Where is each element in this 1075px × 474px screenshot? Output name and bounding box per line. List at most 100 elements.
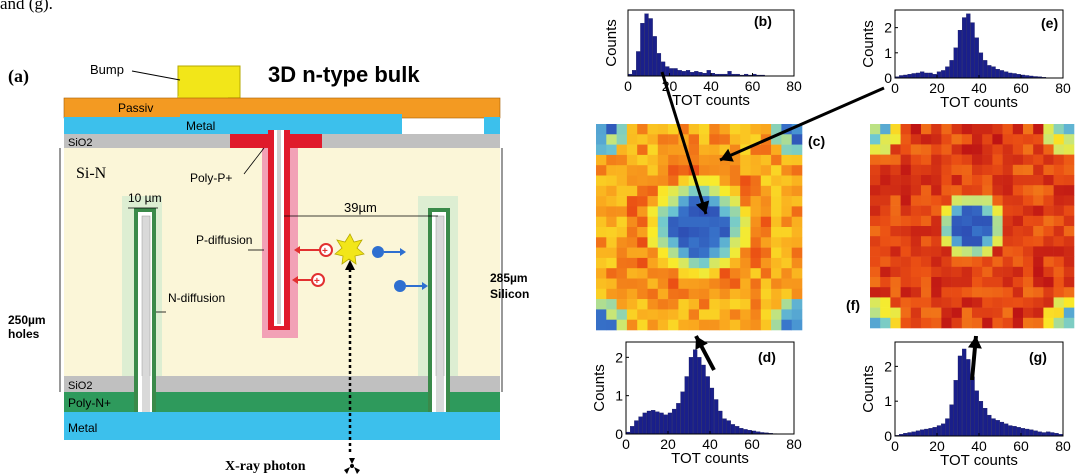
heatmap-cell-c <box>657 144 669 156</box>
heatmap-cell-f <box>982 297 993 308</box>
heatmap-cell-c <box>647 185 659 197</box>
heatmap-cell-c <box>606 299 617 310</box>
heatmap-cell-c <box>750 196 762 207</box>
heatmap-cell-c <box>729 227 741 238</box>
heatmap-cell-f <box>890 134 901 145</box>
heatmap-cell-f <box>900 277 912 288</box>
heatmap-cell-c <box>606 227 617 238</box>
heatmap-cell-c <box>709 247 720 259</box>
heatmap-cell-f <box>890 317 901 329</box>
heatmap-cell-f <box>880 205 891 217</box>
heatmap-cell-c <box>791 154 803 166</box>
heatmap-cell-f <box>1023 246 1034 257</box>
heatmap-cell-c <box>699 134 710 145</box>
heatmap-cell-f <box>900 144 912 155</box>
heatmap-cell-f <box>900 164 912 176</box>
heatmap-cell-c <box>750 124 762 135</box>
heatmap-cell-c <box>688 154 700 166</box>
heatmap-cell-c <box>740 206 751 217</box>
heatmap-cell-c <box>606 196 617 207</box>
bar-d-7 <box>655 411 660 435</box>
heatmap-cell-c <box>760 124 772 135</box>
heatmap-cell-f <box>992 307 1003 319</box>
heatmap-cell-c <box>637 124 648 135</box>
heatmap-cell-c <box>626 154 638 166</box>
heatmap-cell-f <box>921 256 932 268</box>
heatmap-cell-c <box>606 165 617 176</box>
heatmap-cell-f <box>880 297 891 308</box>
bar-g-23 <box>991 418 996 437</box>
heatmap-cell-f <box>870 154 881 166</box>
ylabel-d: Counts <box>591 364 608 412</box>
heatmap-cell-f <box>1023 164 1034 176</box>
metal-top-center <box>180 114 402 134</box>
heatmap-cell-c <box>791 124 803 135</box>
heatmap-cell-f <box>1053 317 1065 329</box>
heatmap-cell-f <box>992 195 1003 206</box>
heatmap-cell-f <box>1023 134 1034 145</box>
heatmap-cell-c <box>688 196 700 207</box>
heatmap-cell-f <box>1002 226 1014 237</box>
heatmap-cell-f <box>1023 144 1034 155</box>
heatmap-cell-c <box>596 196 607 207</box>
heatmap-cell-f <box>910 287 922 298</box>
heatmap-cell-f <box>992 297 1003 308</box>
heatmap-cell-c <box>688 206 700 217</box>
heatmap-cell-c <box>750 278 762 290</box>
heatmap-cell-c <box>740 154 751 166</box>
heatmap-cell-c <box>750 288 762 300</box>
heatmap-cell-c <box>760 319 772 331</box>
heatmap-cell-c <box>760 257 772 269</box>
heatmap-cell-f <box>1053 287 1065 298</box>
heatmap-cell-c <box>699 247 710 259</box>
heatmap-cell-c <box>771 165 782 176</box>
arrow-d-to-c <box>694 335 716 371</box>
heatmap-cell-f <box>1063 246 1075 257</box>
heatmap-cell-c <box>616 185 628 197</box>
heatmap-cell-c <box>678 257 689 269</box>
heatmap-cell-c <box>771 247 782 259</box>
bar-b-11 <box>673 68 678 77</box>
heatmap-cell-c <box>668 206 679 217</box>
heatmap-cell-f <box>961 215 973 227</box>
heatmap-cell-c <box>791 309 803 320</box>
heatmap-cell-c <box>606 257 617 269</box>
heatmap-cell-f <box>1063 175 1075 186</box>
heatmap-cell-c <box>709 288 720 300</box>
heatmap-cell-c <box>678 278 689 290</box>
heatmap-cell-f <box>1023 185 1034 196</box>
heatmap-cell-f <box>1033 307 1044 319</box>
heatmap-cell-c <box>750 257 762 269</box>
xtick-label-e-1: 20 <box>929 80 945 96</box>
xlabel-b: TOT counts <box>672 92 750 109</box>
heatmap-cell-c <box>719 206 731 217</box>
heatmap-cell-f <box>931 256 942 268</box>
heatmap-cell-c <box>791 216 803 228</box>
heatmap-cell-f <box>900 307 912 319</box>
heatmap-cell-f <box>1043 317 1054 329</box>
heatmap-cell-f <box>931 266 942 278</box>
heatmap-cell-f <box>890 144 901 155</box>
heatmap-cell-f <box>941 134 952 145</box>
panel-label-d: (d) <box>758 349 776 365</box>
heatmap-cell-c <box>596 227 607 238</box>
heatmap-cell-f <box>910 256 922 268</box>
heatmap-cell-c <box>647 154 659 166</box>
bar-e-13 <box>949 60 954 79</box>
heatmap-cell-f <box>1002 215 1014 227</box>
heatmap-cell-c <box>596 144 607 156</box>
heatmap-cell-c <box>771 299 782 310</box>
heatmap-cell-c <box>740 299 751 310</box>
bar-b-24 <box>727 71 732 77</box>
heatmap-cell-c <box>596 288 607 300</box>
heatmap-cell-f <box>1012 317 1024 329</box>
heatmap-cell-c <box>626 288 638 300</box>
heatmap-cell-c <box>678 185 689 197</box>
bar-e-4 <box>911 73 916 79</box>
heatmap-cell-c <box>606 278 617 290</box>
bar-d-2 <box>634 420 639 435</box>
panel-label-e: (e) <box>1041 15 1058 31</box>
heatmap-cell-c <box>668 309 679 320</box>
heatmap-cell-f <box>870 195 881 206</box>
